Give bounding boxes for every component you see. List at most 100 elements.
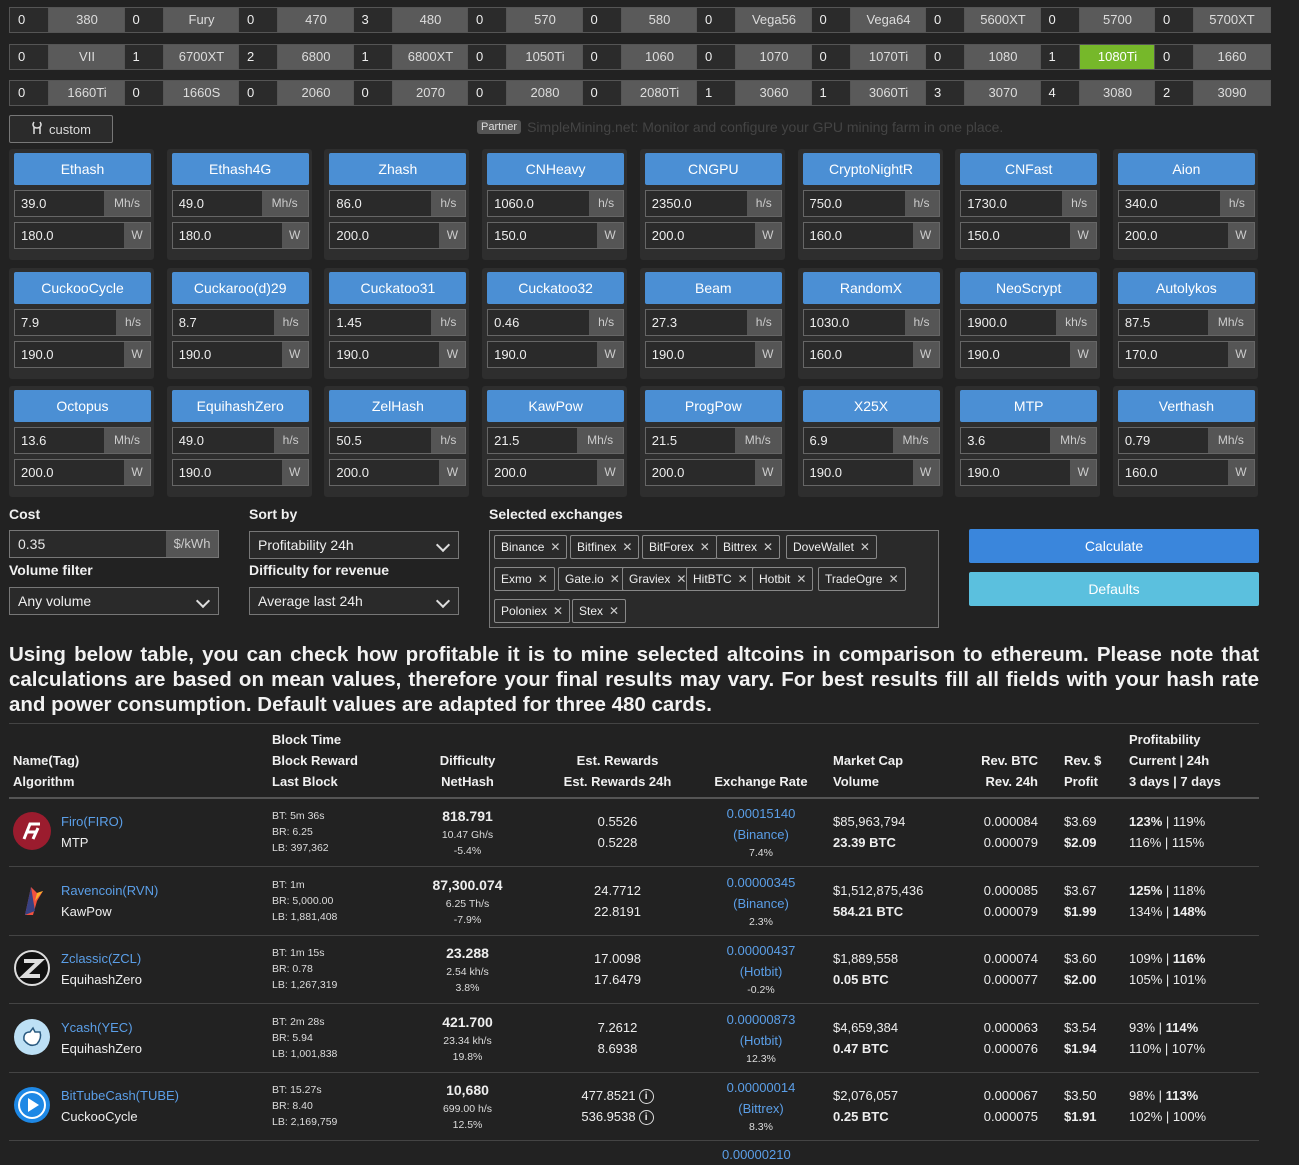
exchange-tag[interactable]: Graviex ✕ bbox=[622, 567, 694, 591]
gpu-5700xt[interactable]: 0 5700XT bbox=[1154, 7, 1271, 33]
close-icon[interactable]: ✕ bbox=[609, 604, 620, 618]
power-input[interactable]: 200.0 bbox=[494, 465, 527, 480]
th-name[interactable]: Name(Tag) Algorithm bbox=[13, 753, 80, 789]
power-field[interactable]: 160.0 W bbox=[802, 340, 940, 368]
gpu-count-input[interactable]: 0 bbox=[582, 8, 622, 32]
gpu-name[interactable]: 1060 bbox=[645, 48, 674, 64]
gpu-name[interactable]: 3080 bbox=[1103, 85, 1132, 100]
exchange-tag[interactable]: Poloniex ✕ bbox=[494, 599, 571, 623]
power-input[interactable]: 160.0 bbox=[809, 228, 843, 243]
gpu-count-input[interactable]: 0 bbox=[926, 44, 965, 69]
gpu-vega64[interactable]: 0 Vega64 bbox=[810, 7, 928, 33]
exchange-rate-link[interactable]: 0.00000014 bbox=[726, 1080, 796, 1096]
gpu-count-input[interactable]: 0 bbox=[926, 8, 965, 32]
custom-button[interactable]: custom bbox=[9, 115, 113, 143]
exchange-rate-link[interactable]: 0.00015140 bbox=[726, 806, 796, 821]
power-field[interactable]: 180.0 W bbox=[14, 222, 151, 249]
exchange-tag[interactable]: Bittrex ✕ bbox=[716, 535, 781, 559]
gpu-name[interactable]: 3090 bbox=[1217, 85, 1247, 100]
gpu-5600xt[interactable]: 0 5600XT bbox=[925, 7, 1042, 33]
hashrate-input[interactable]: 86.0 bbox=[336, 196, 362, 211]
gpu-vii[interactable]: 0 VII bbox=[9, 43, 126, 70]
gpu-count-input[interactable]: 0 bbox=[239, 8, 278, 32]
algo-toggle-button[interactable]: ZelHash bbox=[329, 390, 467, 422]
gpu-name[interactable]: 2080 bbox=[530, 85, 560, 100]
gpu-1050ti[interactable]: 0 1050Ti bbox=[467, 43, 584, 70]
exchanges-multiselect[interactable]: Binance ✕ Bitfinex ✕ BitForex ✕ Bittrex ✕ DoveWa… bbox=[489, 530, 939, 628]
exchange-tag[interactable]: DoveWallet ✕ bbox=[786, 535, 877, 559]
power-input[interactable]: 180.0 bbox=[21, 228, 54, 243]
hashrate-field[interactable]: 1060.0 h/s bbox=[487, 190, 625, 217]
power-field[interactable]: 160.0 W bbox=[802, 222, 940, 249]
close-icon[interactable]: ✕ bbox=[888, 572, 899, 586]
algo-toggle-button[interactable]: CNGPU bbox=[644, 153, 782, 185]
algo-toggle-button[interactable]: Zhash bbox=[329, 153, 467, 185]
power-input[interactable]: 190.0 bbox=[494, 346, 527, 362]
exchange-tag[interactable]: Exmo ✕ bbox=[494, 567, 555, 591]
sort-by-select[interactable]: Profitability 24h bbox=[249, 531, 459, 559]
gpu-count-input[interactable]: 0 bbox=[1040, 8, 1080, 32]
gpu-count-input[interactable]: 0 bbox=[582, 81, 622, 105]
algo-toggle-button[interactable]: KawPow bbox=[487, 390, 625, 422]
gpu-count-input[interactable]: 1 bbox=[124, 44, 164, 69]
gpu-1080[interactable]: 0 1080 bbox=[925, 43, 1042, 70]
exchange-tag[interactable]: Gate.io ✕ bbox=[558, 567, 627, 591]
algo-toggle-button[interactable]: CNHeavy bbox=[487, 153, 625, 185]
hashrate-field[interactable]: 21.5 Mh/s bbox=[487, 427, 625, 454]
close-icon[interactable]: ✕ bbox=[737, 572, 748, 586]
power-field[interactable]: 150.0 W bbox=[960, 222, 1098, 249]
th-rewards[interactable]: Est. Rewards Est. Rewards 24h bbox=[563, 753, 672, 789]
power-input[interactable]: 160.0 bbox=[809, 346, 843, 362]
gpu-name[interactable]: Vega56 bbox=[751, 12, 797, 27]
algo-toggle-button[interactable]: MTP bbox=[960, 390, 1098, 422]
gpu-count-input[interactable]: 0 bbox=[582, 44, 622, 69]
hashrate-field[interactable]: 2350.0 h/s bbox=[644, 190, 782, 217]
hashrate-field[interactable]: 1900.0 kh/s bbox=[960, 308, 1098, 336]
gpu-count-input[interactable]: 0 bbox=[10, 44, 49, 69]
exchange-name-link[interactable]: (Hotbit) bbox=[739, 964, 783, 980]
hashrate-input[interactable]: 49.0 bbox=[178, 196, 204, 211]
algo-toggle-button[interactable]: Aion bbox=[1117, 153, 1255, 185]
gpu-1660[interactable]: 0 1660 bbox=[1154, 43, 1271, 70]
th-exchange-rate[interactable]: Exchange Rate bbox=[714, 774, 808, 789]
th-rev-btc[interactable]: Rev. BTC Rev. 24h bbox=[981, 753, 1038, 789]
power-input[interactable]: 190.0 bbox=[178, 346, 212, 362]
gpu-count-input[interactable]: 4 bbox=[1040, 81, 1080, 105]
exchange-tag[interactable]: TradeOgre ✕ bbox=[818, 567, 906, 591]
hashrate-field[interactable]: 7.9 h/s bbox=[14, 308, 151, 336]
gpu-1660s[interactable]: 0 1660S bbox=[123, 80, 241, 106]
power-input[interactable]: 190.0 bbox=[651, 346, 685, 362]
exchange-tag[interactable]: Bitfinex ✕ bbox=[570, 535, 640, 559]
coin-name-link[interactable]: BitTubeCash(TUBE) bbox=[61, 1088, 179, 1104]
hashrate-input[interactable]: 1900.0 bbox=[967, 314, 1007, 330]
gpu-570[interactable]: 0 570 bbox=[467, 7, 584, 33]
algo-toggle-button[interactable]: RandomX bbox=[802, 271, 940, 304]
hashrate-input[interactable]: 7.9 bbox=[21, 314, 40, 330]
exchange-name-link[interactable]: (Hotbit) bbox=[739, 1032, 783, 1048]
hashrate-field[interactable]: 87.5 Mh/s bbox=[1117, 308, 1255, 336]
gpu-380[interactable]: 0 380 bbox=[9, 7, 126, 33]
hashrate-field[interactable]: 0.79 Mh/s bbox=[1117, 427, 1255, 454]
coin-name-link[interactable]: Ycash(YEC) bbox=[61, 1019, 133, 1035]
hashrate-field[interactable]: 340.0 h/s bbox=[1117, 190, 1255, 217]
hashrate-input[interactable]: 2350.0 bbox=[651, 196, 692, 211]
gpu-name[interactable]: 470 bbox=[305, 12, 327, 27]
gpu-name[interactable]: 1080 bbox=[988, 48, 1018, 64]
hashrate-field[interactable]: 1.45 h/s bbox=[329, 308, 467, 336]
power-field[interactable]: 200.0 W bbox=[644, 459, 782, 486]
power-field[interactable]: 190.0 W bbox=[171, 459, 309, 486]
hashrate-field[interactable]: 0.46 h/s bbox=[487, 308, 625, 336]
gpu-name[interactable]: 5700XT bbox=[1209, 12, 1255, 27]
gpu-3090[interactable]: 2 3090 bbox=[1154, 80, 1271, 106]
power-input[interactable]: 160.0 bbox=[1124, 465, 1158, 480]
power-field[interactable]: 190.0 W bbox=[14, 340, 151, 368]
algo-toggle-button[interactable]: Ethash bbox=[14, 153, 151, 185]
gpu-count-input[interactable]: 3 bbox=[926, 81, 965, 105]
algo-toggle-button[interactable]: Verthash bbox=[1117, 390, 1255, 422]
gpu-name[interactable]: 1660Ti bbox=[67, 85, 107, 100]
algo-toggle-button[interactable]: Autolykos bbox=[1117, 271, 1255, 304]
close-icon[interactable]: ✕ bbox=[763, 540, 774, 554]
gpu-name[interactable]: 1050Ti bbox=[525, 48, 565, 64]
hashrate-field[interactable]: 49.0 Mh/s bbox=[171, 190, 309, 217]
hashrate-input[interactable]: 1060.0 bbox=[494, 196, 534, 211]
